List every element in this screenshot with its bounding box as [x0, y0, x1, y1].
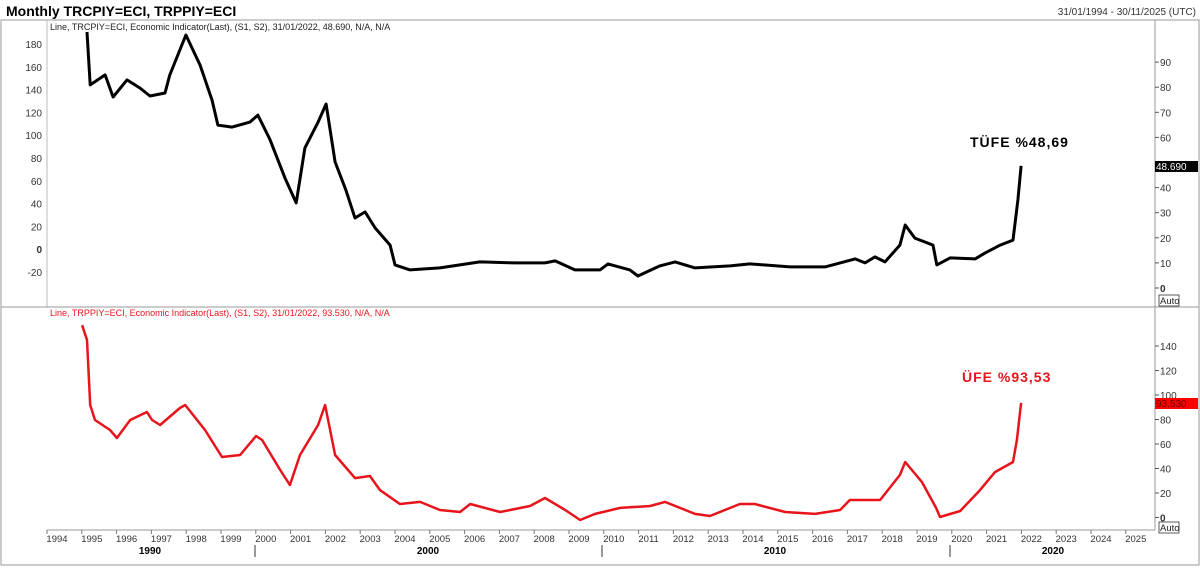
right-tick-label: 40 — [1160, 184, 1172, 195]
left-tick-label: 0 — [36, 245, 42, 256]
auto-scale-button-top[interactable] — [1158, 294, 1180, 307]
right-tick-label: 80 — [1160, 83, 1172, 94]
x-tick-label: 2011 — [638, 534, 658, 545]
decade-label: 2000 — [417, 546, 440, 557]
x-tick-label: 1994 — [46, 534, 67, 545]
annotation-ufe: ÜFE %93,53 — [962, 369, 1051, 385]
right-tick-label: 10 — [1160, 259, 1172, 270]
left-tick-label: 140 — [25, 86, 42, 97]
last-value-bottom: 93.530 — [1156, 399, 1187, 410]
x-tick-label: 2019 — [916, 534, 937, 545]
series-line-trppiy — [80, 324, 1023, 522]
date-range: 31/01/1994 - 30/11/2025 (UTC) — [1058, 7, 1196, 18]
right-tick-label: 140 — [1160, 342, 1177, 353]
x-tick-label: 2015 — [777, 534, 798, 545]
auto-scale-label-top: Auto — [1160, 296, 1180, 307]
x-tick-label: 2002 — [325, 534, 346, 545]
auto-scale-label-bottom: Auto — [1160, 523, 1180, 534]
last-value-badge-bottom — [1155, 398, 1198, 409]
x-tick-label: 2020 — [951, 534, 972, 545]
x-tick-label: 2010 — [603, 534, 624, 545]
right-tick-label: 90 — [1160, 58, 1172, 69]
top-series-legend: Line, TRCPIY=ECI, Economic Indicator(Las… — [50, 22, 390, 32]
right-tick-label: 70 — [1160, 108, 1172, 119]
x-tick-label: 2022 — [1021, 534, 1042, 545]
x-tick-label: 2016 — [812, 534, 833, 545]
decade-label: 2010 — [764, 546, 787, 557]
decade-label: 2020 — [1042, 546, 1065, 557]
x-tick-label: 2023 — [1056, 534, 1077, 545]
left-tick-label: 80 — [31, 154, 43, 165]
x-tick-label: 2012 — [673, 534, 694, 545]
x-tick-label: 1995 — [81, 534, 102, 545]
auto-scale-button-bottom[interactable] — [1158, 521, 1180, 534]
x-tick-label: 2001 — [290, 534, 311, 545]
top-left-axis: 180 160 140 120 100 80 60 40 20 0 -20 — [25, 40, 42, 279]
left-tick-label: 20 — [31, 222, 43, 233]
x-axis: 1994 1995 1996 1997 1998 1999 2000 2001 2002 2003… — [46, 530, 1146, 557]
x-tick-label: 2003 — [360, 534, 381, 545]
left-tick-label: 60 — [31, 177, 43, 188]
right-tick-label: 0 — [1160, 514, 1166, 525]
x-tick-label: 2017 — [847, 534, 868, 545]
x-tick-label: 2004 — [394, 534, 415, 545]
bottom-right-axis: 140 120 100 80 60 40 20 0 — [1155, 342, 1177, 525]
x-tick-label: 2025 — [1125, 534, 1146, 545]
right-tick-label: 100 — [1160, 391, 1177, 402]
left-tick-label: 100 — [25, 131, 42, 142]
last-value-badge-top — [1155, 161, 1198, 172]
x-tick-label: 1999 — [220, 534, 241, 545]
x-tick-label: 1998 — [186, 534, 207, 545]
x-tick-label: 2005 — [429, 534, 450, 545]
left-tick-label: 160 — [25, 63, 42, 74]
x-tick-label: 2021 — [986, 534, 1007, 545]
right-tick-label: 60 — [1160, 133, 1172, 144]
series-line-trcpiy — [85, 31, 1023, 278]
right-tick-label: 30 — [1160, 209, 1172, 220]
chart-frame — [0, 19, 1200, 566]
x-tick-label: 2008 — [534, 534, 555, 545]
x-tick-label: 1997 — [151, 534, 172, 545]
right-tick-label: 20 — [1160, 489, 1172, 500]
x-tick-label: 2018 — [882, 534, 903, 545]
annotation-tufe: TÜFE %48,69 — [970, 134, 1069, 150]
left-tick-label: 40 — [31, 200, 43, 211]
right-tick-label: 40 — [1160, 465, 1172, 476]
right-tick-label: 0 — [1160, 284, 1166, 295]
last-value-top: 48.690 — [1156, 162, 1187, 173]
x-tick-label: 2006 — [464, 534, 485, 545]
x-tick-label: 2009 — [568, 534, 589, 545]
right-tick-label: 80 — [1160, 416, 1172, 427]
left-tick-label: 120 — [25, 108, 42, 119]
left-tick-label: -20 — [28, 268, 43, 279]
x-tick-label: 2000 — [255, 534, 276, 545]
chart-title: Monthly TRCPIY=ECI, TRPPIY=ECI — [6, 3, 236, 19]
bottom-series-legend: Line, TRPPIY=ECI, Economic Indicator(Las… — [50, 308, 390, 318]
x-tick-label: 2007 — [499, 534, 520, 545]
right-tick-label: 60 — [1160, 440, 1172, 451]
x-tick-label: 2024 — [1090, 534, 1111, 545]
top-right-axis: 90 80 70 60 40 30 20 10 0 — [1155, 58, 1172, 295]
right-tick-label: 120 — [1160, 367, 1177, 378]
x-tick-label: 2013 — [708, 534, 729, 545]
decade-label: 1990 — [139, 546, 162, 557]
right-tick-label: 20 — [1160, 234, 1172, 245]
x-tick-label: 1996 — [116, 534, 137, 545]
x-tick-label: 2014 — [742, 534, 763, 545]
left-tick-label: 180 — [25, 40, 42, 51]
